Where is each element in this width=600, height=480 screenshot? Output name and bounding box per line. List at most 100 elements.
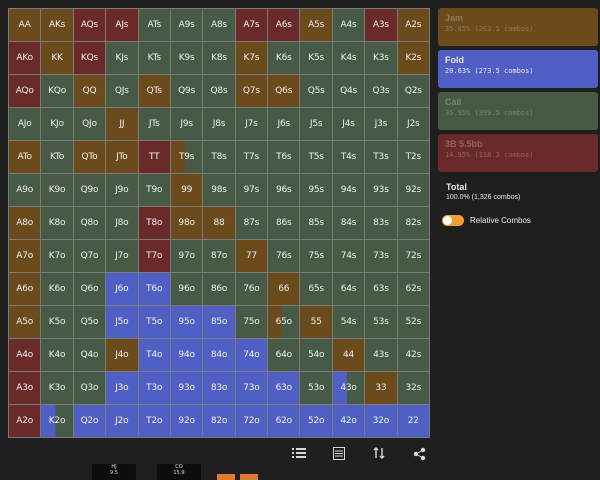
hand-cell[interactable]: 72o <box>235 405 268 437</box>
hand-cell[interactable]: K2s <box>397 42 429 74</box>
hand-cell[interactable]: 86o <box>203 273 235 305</box>
hand-cell[interactable]: 64o <box>268 339 300 371</box>
hand-cell[interactable]: 87s <box>235 207 268 239</box>
hand-cell[interactable]: A9o <box>9 174 41 206</box>
hand-cell[interactable]: Q6o <box>73 273 106 305</box>
hand-cell[interactable]: 75o <box>235 306 268 338</box>
hand-cell[interactable]: T3s <box>365 141 397 173</box>
hand-cell[interactable]: J5o <box>106 306 138 338</box>
hand-cell[interactable]: Q8s <box>203 75 235 107</box>
sort-icon[interactable] <box>368 444 390 462</box>
hand-cell[interactable]: J3o <box>106 372 138 404</box>
hand-cell[interactable]: 52o <box>300 405 332 437</box>
hand-cell[interactable]: Q4s <box>332 75 365 107</box>
hand-cell[interactable]: 55 <box>300 306 332 338</box>
hand-cell[interactable]: 84s <box>332 207 365 239</box>
hand-cell[interactable]: T2o <box>138 405 170 437</box>
hand-cell[interactable]: A4o <box>9 339 41 371</box>
hand-cell[interactable]: 73o <box>235 372 268 404</box>
hand-cell[interactable]: A8s <box>203 9 235 41</box>
hand-cell[interactable]: A7s <box>235 9 268 41</box>
hand-cell[interactable]: J9s <box>170 108 203 140</box>
hand-cell[interactable]: 92s <box>397 174 429 206</box>
hand-cell[interactable]: A9s <box>170 9 203 41</box>
hand-cell[interactable]: J6s <box>268 108 300 140</box>
hand-cell[interactable]: 42o <box>332 405 365 437</box>
hand-cell[interactable]: KJs <box>106 42 138 74</box>
hand-cell[interactable]: 76o <box>235 273 268 305</box>
hand-cell[interactable]: Q5s <box>300 75 332 107</box>
hand-cell[interactable]: 99 <box>170 174 203 206</box>
hand-cell[interactable]: 86s <box>268 207 300 239</box>
hand-cell[interactable]: K6o <box>41 273 73 305</box>
list-icon[interactable] <box>288 444 310 462</box>
hand-cell[interactable]: J2s <box>397 108 429 140</box>
hand-cell[interactable]: 92o <box>170 405 203 437</box>
hand-cell[interactable]: AKs <box>41 9 73 41</box>
hand-cell[interactable]: T3o <box>138 372 170 404</box>
hand-cell[interactable]: KK <box>41 42 73 74</box>
hand-cell[interactable]: 32o <box>365 405 397 437</box>
hand-cell[interactable]: 66 <box>268 273 300 305</box>
hand-cell[interactable]: T5s <box>300 141 332 173</box>
hand-cell[interactable]: A6s <box>268 9 300 41</box>
hand-cell[interactable]: 72s <box>397 240 429 272</box>
hand-cell[interactable]: K4o <box>41 339 73 371</box>
hand-cell[interactable]: J4o <box>106 339 138 371</box>
hand-cell[interactable]: J7s <box>235 108 268 140</box>
hand-cell[interactable]: J5s <box>300 108 332 140</box>
hand-cell[interactable]: K8s <box>203 42 235 74</box>
hand-cell[interactable]: J6o <box>106 273 138 305</box>
hand-cell[interactable]: KTs <box>138 42 170 74</box>
hand-cell[interactable]: KQo <box>41 75 73 107</box>
hand-cell[interactable]: AKo <box>9 42 41 74</box>
hand-cell[interactable]: 84o <box>203 339 235 371</box>
hand-cell[interactable]: K7s <box>235 42 268 74</box>
hand-cell[interactable]: 94s <box>332 174 365 206</box>
hand-cell[interactable]: 85s <box>300 207 332 239</box>
hand-cell[interactable]: 62s <box>397 273 429 305</box>
hand-cell[interactable]: A2s <box>397 9 429 41</box>
hand-cell[interactable]: QTo <box>73 141 106 173</box>
hand-cell[interactable]: A2o <box>9 405 41 437</box>
hand-cell[interactable]: 54s <box>332 306 365 338</box>
hand-cell[interactable]: AQo <box>9 75 41 107</box>
hand-cell[interactable]: 98o <box>170 207 203 239</box>
hand-cell[interactable]: 93o <box>170 372 203 404</box>
hand-cell[interactable]: 65s <box>300 273 332 305</box>
hand-cell[interactable]: QJs <box>106 75 138 107</box>
hand-cell[interactable]: A3o <box>9 372 41 404</box>
hand-cell[interactable]: JTs <box>138 108 170 140</box>
hand-cell[interactable]: QQ <box>73 75 106 107</box>
hand-cell[interactable]: K4s <box>332 42 365 74</box>
hand-cell[interactable]: 64s <box>332 273 365 305</box>
hand-cell[interactable]: K9s <box>170 42 203 74</box>
hand-cell[interactable]: Q2o <box>73 405 106 437</box>
hand-cell[interactable]: 52s <box>397 306 429 338</box>
hand-cell[interactable]: J2o <box>106 405 138 437</box>
hand-cell[interactable]: T7s <box>235 141 268 173</box>
hand-cell[interactable]: 95s <box>300 174 332 206</box>
hand-cell[interactable]: K6s <box>268 42 300 74</box>
hand-cell[interactable]: 74s <box>332 240 365 272</box>
hand-cell[interactable]: T8o <box>138 207 170 239</box>
hand-cell[interactable]: QJo <box>73 108 106 140</box>
hand-cell[interactable]: K3o <box>41 372 73 404</box>
hand-cell[interactable]: AQs <box>73 9 106 41</box>
hand-cell[interactable]: Q5o <box>73 306 106 338</box>
hand-cell[interactable]: 85o <box>203 306 235 338</box>
hand-cell[interactable]: 98s <box>203 174 235 206</box>
hand-cell[interactable]: 54o <box>300 339 332 371</box>
hand-cell[interactable]: J3s <box>365 108 397 140</box>
hand-cell[interactable]: Q9o <box>73 174 106 206</box>
hand-cell[interactable]: K2o <box>41 405 73 437</box>
hand-cell[interactable]: T6s <box>268 141 300 173</box>
hand-cell[interactable]: KTo <box>41 141 73 173</box>
hand-cell[interactable]: 53s <box>365 306 397 338</box>
hand-cell[interactable]: K5o <box>41 306 73 338</box>
hand-cell[interactable]: Q4o <box>73 339 106 371</box>
action-jam[interactable]: Jam 35.65% (263.5 combos) <box>438 8 598 46</box>
hand-cell[interactable]: Q7s <box>235 75 268 107</box>
hand-cell[interactable]: K5s <box>300 42 332 74</box>
hand-cell[interactable]: T5o <box>138 306 170 338</box>
